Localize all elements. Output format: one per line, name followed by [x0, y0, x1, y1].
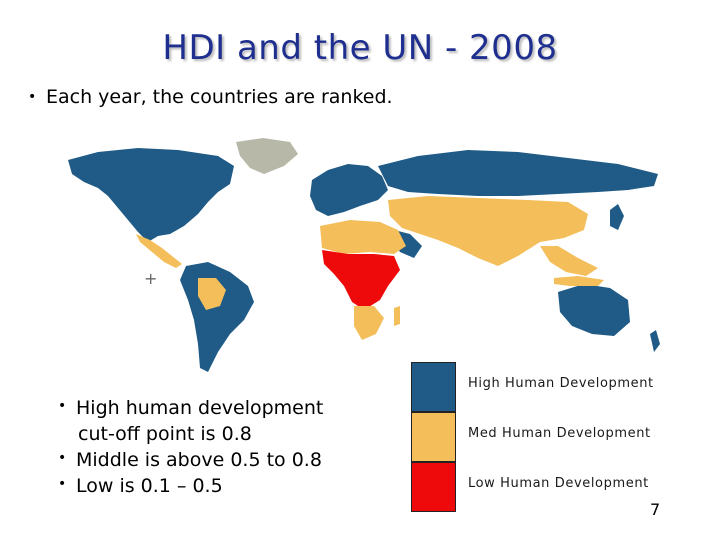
asia-medium-shape — [388, 196, 588, 266]
legend-swatch-medium — [411, 412, 456, 462]
legend-label-medium: Med Human Development — [468, 426, 651, 441]
legend-swatch-high — [411, 362, 456, 412]
bullet-item: • Middle is above 0.5 to 0.8 — [58, 449, 322, 471]
australia-shape — [558, 284, 630, 336]
south-america-shape — [180, 262, 254, 372]
legend-label-low: Low Human Development — [468, 476, 649, 491]
legend-swatch-low — [411, 462, 456, 512]
bullet-item: • Low is 0.1 – 0.5 — [58, 475, 223, 497]
page-number: 7 — [650, 500, 661, 519]
intro-text: Each year, the countries are ranked. — [46, 86, 393, 108]
new-zealand-shape — [650, 330, 660, 352]
russia-shape — [378, 150, 658, 196]
southeast-asia-shape — [540, 246, 598, 276]
bullet-item: • High human development — [58, 397, 324, 419]
indonesia-shape — [554, 276, 604, 286]
intro-bullet: • Each year, the countries are ranked. — [28, 86, 393, 108]
world-hdi-map: + — [68, 138, 660, 372]
bullet-continuation: cut-off point is 0.8 — [78, 423, 252, 445]
bullet-dot-icon: • — [58, 398, 67, 414]
africa-north-shape — [320, 220, 406, 254]
madagascar-shape — [394, 306, 400, 326]
north-america-shape — [68, 148, 234, 242]
bullet-list: • High human development cut-off point is… — [58, 395, 323, 499]
slide-title: HDI and the UN - 2008 — [162, 28, 558, 68]
central-america-shape — [136, 234, 182, 268]
legend-label-high: High Human Development — [468, 376, 654, 391]
south-america-medium-shape — [198, 278, 226, 310]
japan-shape — [610, 204, 624, 230]
bullet-dot-icon: • — [58, 450, 67, 466]
africa-low-shape — [322, 250, 400, 310]
greenland-shape — [236, 138, 298, 174]
bullet-dot-icon: • — [58, 476, 67, 492]
crosshair-icon: + — [144, 269, 157, 288]
africa-south-shape — [354, 306, 384, 340]
bullet-dot-icon: • — [28, 89, 37, 105]
europe-shape — [310, 164, 388, 216]
